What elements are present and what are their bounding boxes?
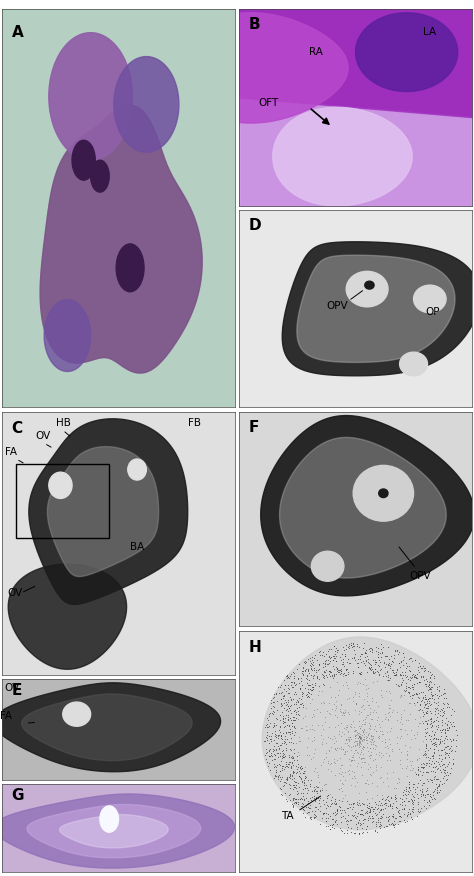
Polygon shape (114, 57, 179, 152)
Polygon shape (40, 105, 202, 373)
Text: C: C (12, 421, 23, 436)
Circle shape (400, 352, 428, 376)
Polygon shape (154, 13, 348, 123)
Text: TA: TA (281, 810, 294, 821)
Text: FA: FA (5, 447, 17, 457)
Text: OV: OV (35, 431, 50, 442)
Polygon shape (273, 108, 412, 206)
Circle shape (353, 465, 413, 521)
Text: D: D (249, 218, 261, 233)
Text: FA: FA (0, 711, 12, 721)
Polygon shape (261, 415, 474, 596)
Text: H: H (249, 640, 261, 655)
Polygon shape (60, 815, 168, 848)
Text: OPV: OPV (326, 300, 348, 311)
Text: RA: RA (309, 47, 323, 57)
Circle shape (365, 281, 374, 289)
Circle shape (413, 285, 446, 313)
Polygon shape (0, 794, 235, 868)
Polygon shape (27, 804, 201, 858)
Text: BA: BA (130, 541, 145, 552)
Text: A: A (12, 25, 23, 39)
Polygon shape (8, 564, 127, 669)
Polygon shape (262, 637, 474, 830)
Text: B: B (249, 17, 260, 32)
Text: HB: HB (56, 418, 71, 428)
Circle shape (379, 489, 388, 498)
Circle shape (311, 551, 344, 582)
Circle shape (346, 272, 388, 307)
Text: OP: OP (425, 307, 439, 317)
Text: LA: LA (423, 27, 437, 38)
Polygon shape (22, 694, 192, 760)
Polygon shape (44, 300, 91, 371)
Polygon shape (356, 13, 458, 91)
Polygon shape (282, 242, 474, 376)
Circle shape (72, 140, 95, 180)
Circle shape (91, 160, 109, 192)
Circle shape (116, 244, 144, 292)
Polygon shape (47, 447, 159, 576)
Polygon shape (280, 437, 446, 578)
Text: OV: OV (5, 683, 20, 693)
Text: F: F (249, 420, 259, 435)
Polygon shape (0, 682, 220, 772)
Polygon shape (40, 105, 202, 373)
Polygon shape (297, 255, 455, 363)
Text: E: E (12, 683, 22, 698)
Polygon shape (49, 32, 132, 160)
Circle shape (49, 472, 72, 498)
Polygon shape (29, 419, 188, 604)
Circle shape (128, 459, 146, 480)
Polygon shape (63, 702, 91, 726)
Text: G: G (12, 788, 24, 802)
Text: FB: FB (188, 418, 201, 428)
Text: OFT: OFT (258, 98, 278, 109)
Polygon shape (100, 806, 118, 832)
Text: OV: OV (7, 588, 22, 597)
Text: OPV: OPV (410, 571, 431, 581)
Bar (16, 464, 109, 538)
